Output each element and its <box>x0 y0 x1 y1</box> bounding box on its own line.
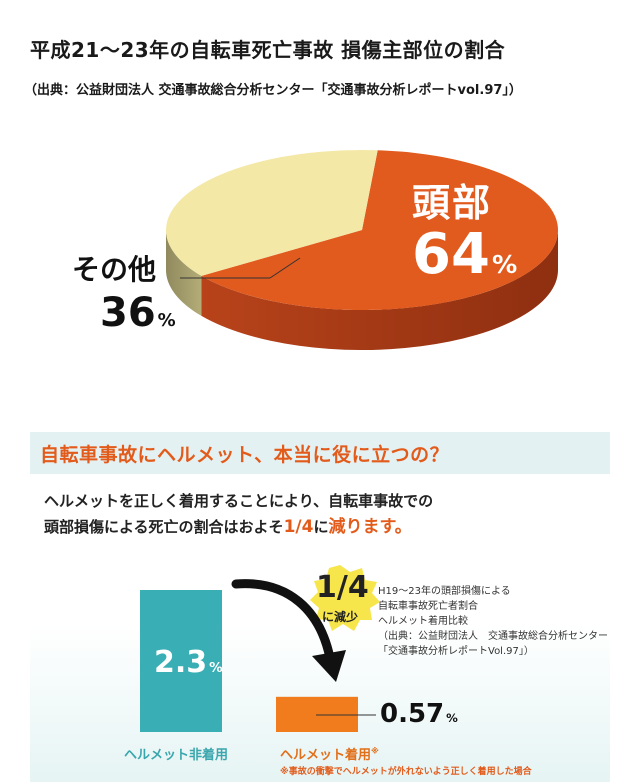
note-line: ヘルメット着用比較 <box>378 616 468 627</box>
leader-line-slant <box>269 257 301 279</box>
panel-body-text: ヘルメットを正しく着用することにより、自転車事故での 頭部損傷による死亡の割合は… <box>44 488 604 540</box>
burst-badge <box>310 565 380 631</box>
pie-side-1 <box>166 230 202 316</box>
body-line-2: 頭部損傷による死亡の割合はおよそ1/4に減ります。 <box>44 517 412 537</box>
bar-0 <box>140 590 222 732</box>
badge-caption: に減少 <box>322 610 359 624</box>
panel-header: 自転車事故にヘルメット、本当に役に立つの？ <box>30 432 610 474</box>
note-line: 「交通事故分析レポートVol.97」） <box>378 646 534 657</box>
badge-ratio: 1/4 <box>316 570 369 605</box>
body-line-1: ヘルメットを正しく着用することにより、自転車事故での <box>44 492 434 510</box>
note-line: （出典：公益財団法人 交通事故総合分析センター <box>378 631 608 642</box>
chart-note: H19～23年の頭部損傷による 自転車事故死亡者割合 ヘルメット着用比較 （出典… <box>378 584 608 659</box>
arrow-head-icon <box>312 650 346 682</box>
pie-label-other: その他 <box>72 253 157 286</box>
category-helmet: ヘルメット着用※ <box>280 746 379 763</box>
pie-slice-0 <box>201 150 558 310</box>
bar-value-helmet: 0.57% <box>380 699 458 729</box>
helmet-panel: 自転車事故にヘルメット、本当に役に立つの？ ヘルメットを正しく着用することにより… <box>30 432 610 782</box>
source-note: （出典：公益財団法人 交通事故総合分析センター「交通事故分析レポートvol.97… <box>24 83 522 98</box>
pie-side-0 <box>201 230 558 350</box>
footnote: ※事故の衝撃でヘルメットが外れないよう正しく着用した場合 <box>280 767 532 777</box>
bar-value-no-helmet: 2.3% <box>154 645 223 680</box>
note-line: H19～23年の頭部損傷による <box>378 586 511 597</box>
panel-title: 自転車事故にヘルメット、本当に役に立つの？ <box>40 444 450 466</box>
decrease-arrow-icon <box>231 579 335 663</box>
pie-chart <box>165 150 558 350</box>
page-title: 平成21～23年の自転車死亡事故 損傷主部位の割合 <box>30 38 506 62</box>
bar-chart <box>140 565 380 732</box>
category-no-helmet: ヘルメット非着用 <box>124 748 229 763</box>
pie-value-other: 36% <box>100 290 176 336</box>
note-line: 自転車事故死亡者割合 <box>378 601 478 612</box>
pie-value-head: 64% <box>412 222 518 287</box>
bar-1 <box>276 696 358 732</box>
pie-slice-1 <box>165 150 378 276</box>
pie-label-head: 頭部 <box>412 181 493 225</box>
